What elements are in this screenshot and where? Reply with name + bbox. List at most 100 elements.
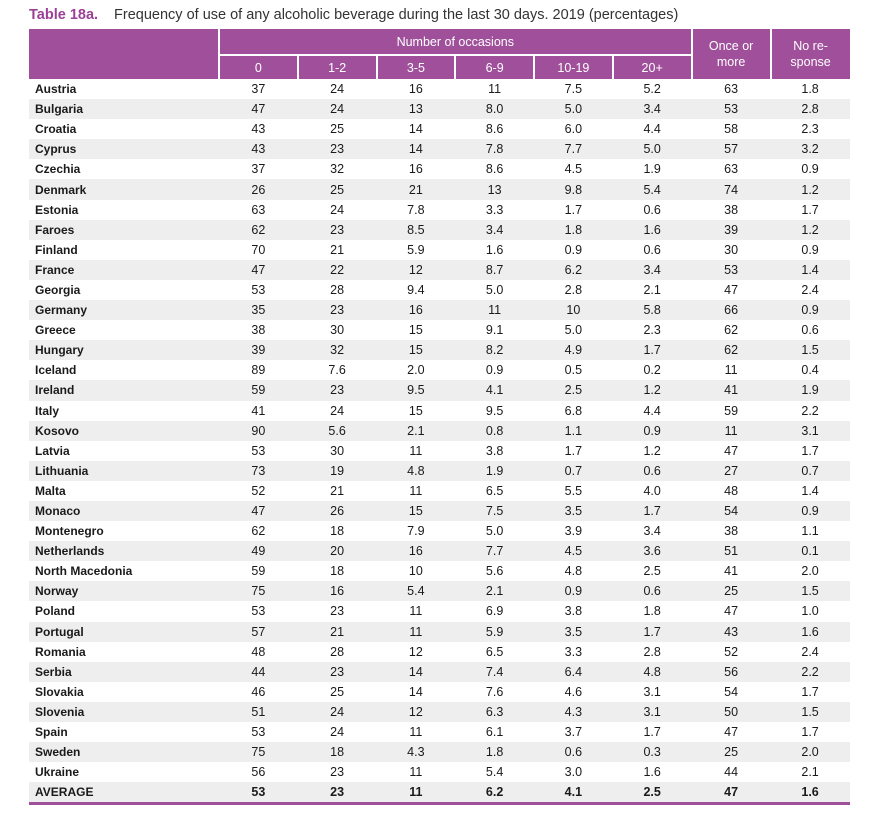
value-cell: 10: [534, 300, 613, 321]
value-cell: 3.2: [770, 139, 850, 160]
value-cell: 4.8: [534, 561, 613, 582]
value-cell: 18: [297, 742, 377, 763]
value-cell: 0.1: [770, 541, 850, 562]
value-cell: 3.3: [534, 641, 613, 662]
value-cell: 6.1: [455, 722, 534, 743]
value-cell: 4.1: [455, 380, 534, 401]
value-cell: 3.1: [612, 701, 692, 722]
country-cell: Czechia: [29, 159, 219, 180]
value-cell: 47: [219, 259, 298, 280]
value-cell: 43: [219, 119, 298, 140]
value-cell: 1.9: [455, 460, 534, 481]
table-row: Monaco 47 26 15 7.5 3.5 1.7 54 0.9: [29, 500, 850, 522]
value-cell: 16: [376, 541, 456, 562]
value-cell: 24: [297, 79, 377, 100]
value-cell: 1.4: [770, 259, 850, 280]
table-row: Netherlands 49 20 16 7.7 4.5 3.6 51 0.1: [29, 541, 850, 562]
value-cell: 2.1: [455, 581, 534, 602]
value-cell: 22: [297, 259, 377, 280]
col-header-3-5: 3-5: [375, 55, 456, 79]
value-cell: 18: [297, 521, 377, 542]
value-cell: 53: [219, 722, 298, 743]
value-cell: 25: [297, 119, 377, 140]
value-cell: 8.6: [455, 119, 534, 140]
value-cell: 47: [219, 99, 298, 120]
value-cell: 43: [219, 139, 298, 160]
value-cell: 3.4: [612, 259, 692, 280]
value-cell: 14: [376, 119, 456, 140]
country-cell: Slovenia: [29, 701, 219, 722]
col-header-0: 0: [218, 55, 298, 79]
table-row: Lithuania 73 19 4.8 1.9 0.7 0.6 27 0.7: [29, 460, 850, 481]
country-cell: Latvia: [29, 440, 219, 461]
value-cell: 4.8: [612, 661, 692, 682]
value-cell: 1.8: [770, 79, 850, 100]
value-cell: 47: [691, 722, 771, 743]
table-row: France 47 22 12 8.7 6.2 3.4 53 1.4: [29, 259, 850, 280]
value-cell: 2.5: [612, 782, 692, 806]
value-cell: 3.7: [534, 722, 613, 743]
value-cell: 3.4: [612, 99, 692, 120]
value-cell: 1.7: [534, 440, 613, 461]
value-cell: 24: [297, 722, 377, 743]
table-row: Serbia 44 23 14 7.4 6.4 4.8 56 2.2: [29, 661, 850, 682]
country-cell: Portugal: [29, 621, 219, 642]
country-cell: Georgia: [29, 279, 219, 301]
once-or-more-header: Once or more: [690, 29, 771, 79]
country-cell: Greece: [29, 320, 219, 341]
value-cell: 3.8: [455, 440, 534, 461]
table-row: Romania 48 28 12 6.5 3.3 2.8 52 2.4: [29, 641, 850, 662]
value-cell: 24: [297, 400, 377, 421]
table-title: Frequency of use of any alcoholic bevera…: [114, 7, 679, 23]
value-cell: 0.6: [770, 320, 850, 341]
occasions-group-header: Number of occasions: [218, 29, 692, 56]
value-cell: 5.0: [455, 521, 534, 542]
value-cell: 50: [691, 701, 771, 722]
value-cell: 5.6: [455, 561, 534, 582]
value-cell: 4.6: [534, 681, 613, 702]
value-cell: 5.0: [534, 320, 613, 341]
value-cell: 0.7: [770, 460, 850, 481]
value-cell: 3.8: [534, 601, 613, 622]
value-cell: 9.4: [376, 279, 456, 301]
value-cell: 2.4: [770, 279, 850, 301]
value-cell: 1.7: [770, 681, 850, 702]
value-cell: 0.6: [612, 199, 692, 220]
value-cell: 6.8: [534, 400, 613, 421]
value-cell: 63: [691, 79, 771, 100]
value-cell: 7.5: [534, 79, 613, 100]
value-cell: 59: [219, 380, 298, 401]
table-row: Norway 75 16 5.4 2.1 0.9 0.6 25 1.5: [29, 581, 850, 602]
no-response-header: No re-sponse: [769, 29, 850, 79]
value-cell: 21: [297, 480, 377, 501]
value-cell: 57: [691, 139, 771, 160]
value-cell: 53: [691, 259, 771, 280]
value-cell: 1.2: [770, 179, 850, 200]
value-cell: 4.8: [376, 460, 456, 481]
value-cell: 5.9: [376, 239, 456, 260]
value-cell: 11: [376, 601, 456, 622]
value-cell: 21: [297, 239, 377, 260]
value-cell: 1.8: [612, 601, 692, 622]
value-cell: 62: [691, 320, 771, 341]
country-cell: Kosovo: [29, 420, 219, 441]
value-cell: 2.8: [612, 641, 692, 662]
country-cell: Faroes: [29, 219, 219, 240]
country-cell: Germany: [29, 300, 219, 321]
country-cell: Malta: [29, 480, 219, 501]
value-cell: 2.5: [612, 561, 692, 582]
value-cell: 5.5: [534, 480, 613, 501]
value-cell: 19: [297, 460, 377, 481]
value-cell: 75: [219, 581, 298, 602]
col-header-1-2: 1-2: [296, 55, 377, 79]
value-cell: 25: [297, 179, 377, 200]
value-cell: 1.2: [770, 219, 850, 240]
country-cell: Denmark: [29, 179, 219, 200]
value-cell: 7.7: [455, 541, 534, 562]
value-cell: 1.8: [534, 219, 613, 240]
country-cell: Romania: [29, 641, 219, 662]
value-cell: 48: [691, 480, 771, 501]
value-cell: 49: [219, 541, 298, 562]
table-row: Slovenia 51 24 12 6.3 4.3 3.1 50 1.5: [29, 701, 850, 722]
value-cell: 39: [219, 340, 298, 361]
